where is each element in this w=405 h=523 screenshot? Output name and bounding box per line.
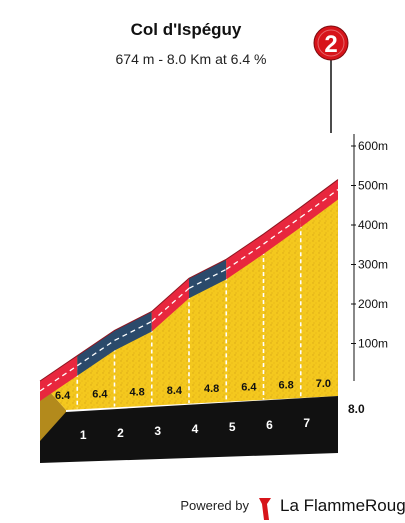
- flame-logo-icon: [259, 498, 271, 520]
- km-marker-label: 2: [117, 426, 124, 440]
- ribbon-centre-dash: [300, 189, 339, 218]
- gradient-label: 6.4: [241, 381, 257, 393]
- gradient-ribbon-segment: [151, 278, 189, 332]
- gradient-label: 7.0: [316, 378, 331, 390]
- gradient-label: 4.8: [204, 383, 219, 395]
- profile-base-shape: [40, 396, 338, 463]
- km-marker-label: 6: [266, 418, 273, 432]
- ribbon-centre-dash: [263, 216, 302, 245]
- km-marker-label: 4: [192, 422, 199, 436]
- gradient-ribbon: [39, 179, 339, 401]
- elevation-tick-label: 200m: [358, 297, 388, 311]
- km-markers: 1 2 3 4 5 6 7: [80, 416, 311, 442]
- powered-by-text: Powered by: [180, 498, 249, 513]
- gradient-label: 4.8: [129, 387, 144, 399]
- gradient-label: 6.4: [92, 388, 108, 400]
- elevation-tick-label: 500m: [358, 179, 388, 193]
- gradient-label: 6.8: [278, 380, 293, 392]
- ribbon-centre-dash: [225, 243, 264, 270]
- gradient-label: 8.4: [167, 385, 183, 397]
- elevation-tick-label: 400m: [358, 218, 388, 232]
- category-badge: 2: [313, 25, 349, 133]
- gradient-ribbon-segment: [300, 179, 338, 228]
- elevation-tick-label: 600m: [358, 139, 388, 153]
- footer: Powered by La FlammeRouge: [180, 496, 405, 520]
- km-marker-label: 1: [80, 428, 87, 442]
- profile-base-band: [40, 396, 338, 463]
- ribbon-centre-dash: [39, 365, 78, 392]
- km-marker-label: 7: [303, 416, 310, 430]
- elevation-tick-label: 100m: [358, 337, 388, 351]
- profile-subtitle: 674 m - 8.0 Km at 6.4 %: [116, 51, 267, 67]
- km-marker-label: 5: [229, 420, 236, 434]
- elevation-axis: 100m 200m 300m 400m 500m 600m: [351, 134, 388, 381]
- ribbon-centre-dash: [114, 320, 153, 342]
- ribbon-centre-dash: [76, 339, 115, 367]
- gradient-labels: 6.4 6.4 4.8 8.4 4.8 6.4 6.8 7.0: [55, 378, 331, 402]
- gradient-label: 6.4: [55, 390, 71, 402]
- profile-title: Col d'Ispéguy: [131, 20, 242, 39]
- badge-circle: [313, 25, 349, 61]
- km-marker-label: 3: [154, 424, 161, 438]
- badge-category-number: 2: [324, 31, 337, 58]
- brand-name: La FlammeRouge: [280, 496, 405, 515]
- total-distance-label: 8.0: [348, 402, 365, 416]
- elevation-tick-label: 300m: [358, 258, 388, 272]
- profile-ridge-line: [39, 179, 339, 382]
- ribbon-centre-dash: [188, 268, 227, 289]
